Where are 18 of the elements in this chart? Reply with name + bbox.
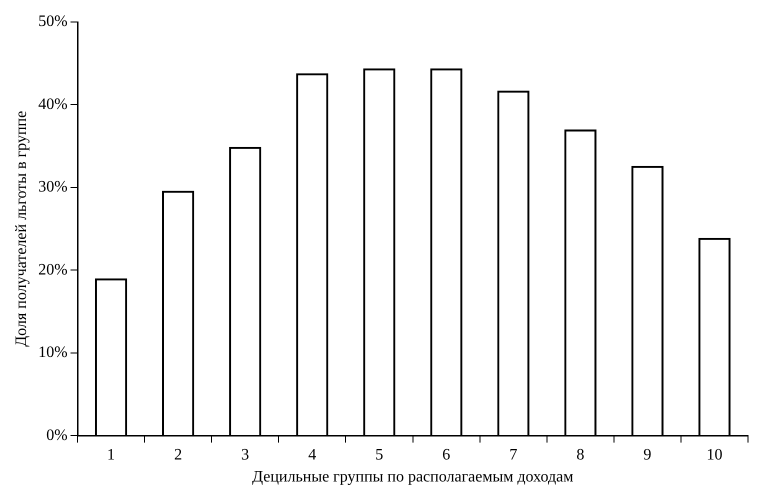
y-tick-label: 50% (38, 13, 68, 30)
x-tick-label: 7 (509, 446, 518, 464)
x-tick-label: 6 (442, 446, 450, 464)
x-tick-label: 9 (643, 446, 652, 464)
y-tick-label: 0% (46, 426, 68, 444)
y-axis-title: Доля получателей льготы в группе (12, 110, 30, 347)
y-tick-label: 10% (38, 344, 68, 362)
x-tick-label: 3 (241, 446, 250, 464)
x-axis-title: Децильные группы по располагаемым доходам (252, 468, 574, 486)
x-tick-label: 1 (107, 446, 116, 464)
y-tick-label: 30% (38, 178, 68, 196)
x-tick-label: 2 (174, 446, 182, 464)
y-tick-label: 20% (38, 261, 68, 278)
x-tick-label: 5 (375, 446, 384, 464)
x-tick-label: 10 (706, 446, 722, 464)
x-tick-label: 8 (576, 446, 584, 464)
x-tick-label: 4 (308, 446, 316, 464)
y-tick-label: 40% (38, 96, 68, 113)
